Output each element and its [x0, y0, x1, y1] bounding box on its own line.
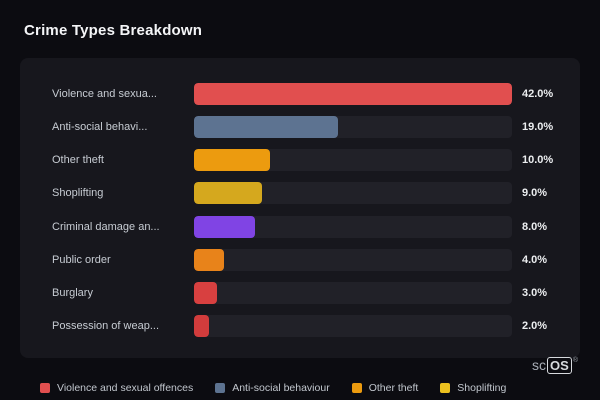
bar-value-label: 2.0%: [522, 319, 548, 332]
bar-track: [194, 182, 512, 205]
bar-row: Burglary 3.0%: [52, 281, 564, 305]
bar-value-label: 10.0%: [522, 154, 554, 167]
bar-fill[interactable]: [194, 281, 217, 304]
bar-category-label: Possession of weap...: [52, 319, 160, 332]
bar-category-label: Burglary: [52, 286, 93, 299]
bar-row: Criminal damage an... 8.0%: [52, 215, 564, 239]
bar-track: [194, 314, 512, 337]
legend-swatch-icon: [351, 383, 362, 393]
bar-fill[interactable]: [194, 182, 263, 205]
bar-fill[interactable]: [194, 149, 270, 172]
bar-fill[interactable]: [194, 314, 210, 337]
bar-row: Public order 4.0%: [52, 248, 564, 272]
crime-types-bar-chart: Violence and sexua... 42.0% Anti-social be…: [20, 58, 580, 358]
bar-value-label: 3.0%: [522, 286, 548, 299]
legend-item[interactable]: Other theft: [351, 382, 419, 394]
legend-swatch-icon: [40, 383, 50, 393]
bar-track: [194, 149, 512, 172]
scos-logo-prefix: sc: [532, 357, 547, 373]
bar-track: [194, 215, 512, 238]
legend-swatch-icon: [215, 383, 226, 393]
scos-logo-boxed: OS: [547, 357, 572, 374]
bar-row: Anti-social behavi... 19.0%: [52, 115, 564, 139]
bar-category-label: Shoplifting: [52, 187, 104, 200]
bar-row: Shoplifting 9.0%: [52, 181, 564, 205]
bar-fill[interactable]: [194, 215, 255, 238]
bar-value-label: 4.0%: [522, 253, 548, 266]
scos-logo: sc OS ®: [532, 357, 578, 374]
bar-value-label: 19.0%: [522, 121, 554, 134]
bar-fill[interactable]: [194, 83, 512, 105]
chart-legend: Violence and sexual offences Anti-social …: [40, 382, 506, 394]
page-title: Crime Types Breakdown: [24, 22, 203, 39]
bar-track: [194, 116, 512, 139]
legend-label: Violence and sexual offences: [57, 382, 194, 394]
bar-value-label: 42.0%: [522, 88, 554, 100]
bar-track: [194, 281, 512, 304]
bar-row: Other theft 10.0%: [52, 148, 564, 172]
bar-category-label: Violence and sexua...: [52, 88, 157, 100]
bar-category-label: Public order: [52, 253, 111, 266]
bar-fill[interactable]: [194, 116, 338, 139]
bar-value-label: 8.0%: [522, 220, 548, 233]
bar-category-label: Other theft: [52, 154, 104, 167]
bar-fill[interactable]: [194, 248, 225, 271]
bar-track: [194, 248, 512, 271]
legend-swatch-icon: [440, 383, 451, 393]
bar-row: Possession of weap... 2.0%: [52, 314, 564, 338]
legend-label: Shoplifting: [457, 382, 507, 394]
bar-row: Violence and sexua... 42.0%: [52, 82, 564, 106]
bar-category-label: Criminal damage an...: [52, 220, 160, 233]
bar-value-label: 9.0%: [522, 187, 548, 200]
bar-track: [194, 83, 512, 105]
legend-item[interactable]: Violence and sexual offences: [40, 382, 193, 394]
bar-category-label: Anti-social behavi...: [52, 121, 148, 134]
legend-item[interactable]: Anti-social behaviour: [215, 382, 330, 394]
legend-label: Other theft: [368, 382, 419, 394]
legend-label: Anti-social behaviour: [232, 382, 330, 394]
legend-item[interactable]: Shoplifting: [440, 382, 506, 394]
registered-trademark-icon: ®: [572, 357, 578, 364]
